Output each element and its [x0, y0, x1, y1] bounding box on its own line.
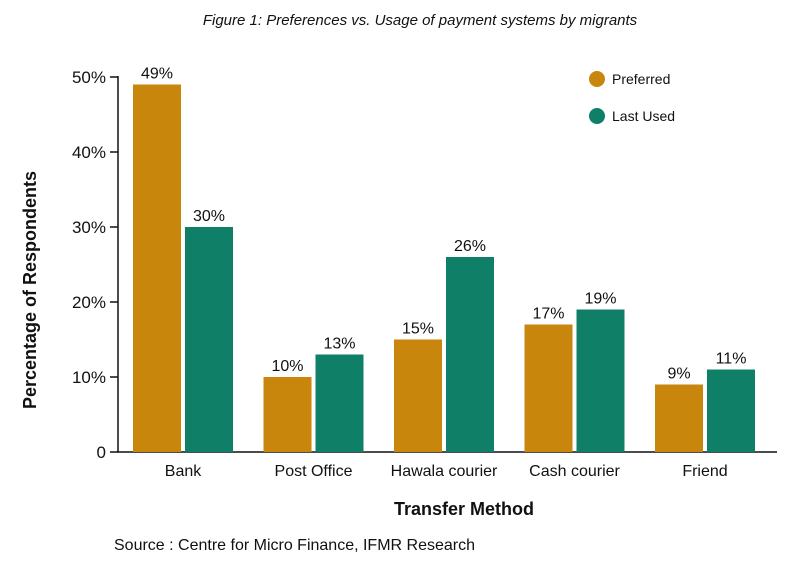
y-tick-label: 40%	[72, 143, 106, 162]
y-tick-label: 50%	[72, 68, 106, 87]
chart-title: Figure 1: Preferences vs. Usage of payme…	[203, 12, 638, 29]
x-axis-title: Transfer Method	[394, 499, 534, 519]
legend-marker	[589, 108, 605, 124]
data-label: 15%	[402, 321, 434, 338]
legend-label: Preferred	[612, 71, 670, 87]
bar-last-used	[707, 369, 755, 452]
data-label: 10%	[271, 358, 303, 375]
bar-last-used	[315, 354, 364, 452]
y-tick-label: 0	[97, 443, 106, 462]
data-label: 17%	[532, 306, 564, 323]
x-tick-label: Friend	[682, 463, 727, 480]
legend: Preferred Last Used	[589, 71, 675, 124]
bar-last-used	[185, 227, 233, 452]
legend-label: Last Used	[612, 108, 675, 124]
y-tick-label: 20%	[72, 293, 106, 312]
data-label: 9%	[667, 366, 690, 383]
data-label: 26%	[454, 238, 486, 255]
y-axis-title: Percentage of Respondents	[20, 171, 40, 409]
bar-preferred	[524, 324, 573, 452]
source-note: Source : Centre for Micro Finance, IFMR …	[114, 537, 475, 554]
bar-last-used	[446, 257, 494, 452]
bars-group: 49% 30% 10% 13% 15% 26% 17% 19% 9% 11%	[133, 66, 755, 452]
x-tick-label: Post Office	[275, 463, 353, 480]
x-tick-label: Cash courier	[529, 463, 620, 480]
legend-marker	[589, 71, 605, 87]
data-label: 11%	[716, 351, 747, 368]
bar-preferred	[394, 339, 442, 452]
data-label: 13%	[323, 336, 355, 353]
data-label: 19%	[584, 291, 616, 308]
bar-preferred	[655, 384, 703, 452]
bar-preferred	[263, 377, 312, 452]
y-tick-label: 30%	[72, 218, 106, 237]
y-axis-ticks: 0 10% 20% 30% 40% 50%	[72, 68, 118, 462]
data-label: 49%	[141, 66, 173, 83]
x-tick-label: Bank	[165, 463, 202, 480]
category-labels: Bank Post Office Hawala courier Cash courie…	[165, 463, 728, 480]
data-label: 30%	[193, 208, 225, 225]
x-tick-label: Hawala courier	[391, 463, 498, 480]
y-tick-label: 10%	[72, 368, 106, 387]
bar-preferred	[133, 84, 181, 452]
bar-last-used	[576, 309, 625, 452]
